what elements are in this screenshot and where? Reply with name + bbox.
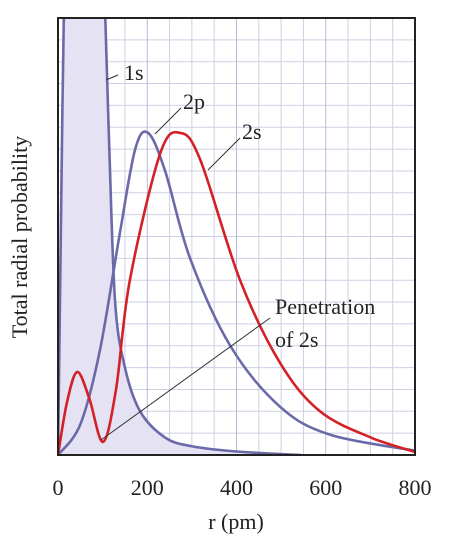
x-tick-label: 0 [53, 475, 64, 500]
series-label: 2s [242, 119, 262, 144]
grid [57, 18, 416, 455]
area [58, 18, 301, 455]
line [58, 130, 415, 455]
x-axis-label: r (pm) [208, 509, 264, 534]
lines [58, 18, 415, 455]
y-axis-label: Total radial probability [7, 136, 32, 339]
series-label: 2p [183, 89, 205, 114]
leader-lines [100, 74, 271, 441]
x-tick-label: 800 [399, 475, 432, 500]
plot-frame [57, 17, 416, 456]
line [58, 18, 301, 455]
line [58, 130, 415, 455]
series-label: 1s [124, 60, 144, 85]
areas [58, 18, 301, 455]
x-tick-label: 200 [131, 475, 164, 500]
x-tick-label: 600 [309, 475, 342, 500]
annotation: of 2s [275, 327, 318, 352]
x-tick-label: 400 [220, 475, 253, 500]
annotation: Penetration [275, 294, 375, 319]
